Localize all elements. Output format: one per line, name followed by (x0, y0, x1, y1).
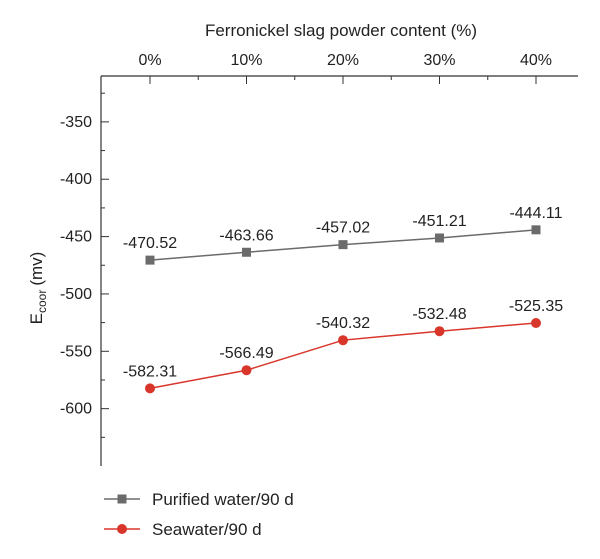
y-axis-title: Ecoor(mv) (27, 252, 49, 325)
y-tick-label: -400 (60, 171, 92, 188)
x-tick-label: 40% (520, 52, 552, 69)
y-ticks: -350 -400 -450 -500 -550 -600 (60, 92, 109, 438)
data-label: -444.11 (509, 205, 562, 222)
data-point-square (531, 225, 541, 235)
data-label: -582.31 (123, 363, 177, 380)
data-point-circle (338, 335, 348, 346)
data-point-square (435, 233, 444, 243)
legend-marker-circle (117, 524, 127, 534)
y-axis-title-subscript: coor (35, 290, 49, 313)
data-point-square (242, 247, 251, 257)
data-point-circle (145, 383, 155, 394)
x-tick-label: 10% (230, 52, 262, 69)
legend-marker-square (117, 494, 127, 504)
series-line (149, 322, 537, 390)
data-label: -457.02 (316, 220, 370, 237)
x-ticks: 0% 10% 20% 30% 40% (138, 52, 552, 84)
y-tick-label: -550 (60, 343, 92, 360)
y-tick-label: -350 (60, 114, 92, 131)
y-tick-label: -450 (60, 229, 92, 246)
data-label: -525.35 (509, 298, 563, 315)
y-tick-label: -600 (60, 401, 92, 418)
legend: Purified water/90 d Seawater/90 d (104, 490, 294, 539)
x-axis-title: Ferronickel slag powder content (%) (205, 21, 477, 40)
data-label: -451.21 (412, 213, 466, 230)
data-label: -566.49 (219, 345, 273, 362)
data-point-circle (241, 365, 252, 376)
data-point-square (338, 240, 348, 250)
data-point-square (145, 255, 155, 265)
legend-label: Seawater/90 d (152, 520, 262, 539)
x-tick-label: 0% (138, 52, 161, 69)
data-label: -463.66 (219, 227, 273, 244)
data-point-circle (531, 318, 541, 329)
y-tick-label: -500 (60, 286, 92, 303)
legend-label: Purified water/90 d (152, 490, 294, 509)
data-point-circle (434, 326, 445, 337)
data-label: -540.32 (316, 315, 370, 332)
x-tick-label: 30% (423, 52, 455, 69)
series-layer: -470.52 -463.66 -457.02 -451.21 -444.11 -582.… (123, 205, 563, 394)
data-label: -532.48 (412, 306, 466, 323)
y-axis-title-unit: (mv) (27, 252, 46, 286)
data-label: -470.52 (123, 235, 177, 252)
x-tick-label: 20% (327, 52, 359, 69)
